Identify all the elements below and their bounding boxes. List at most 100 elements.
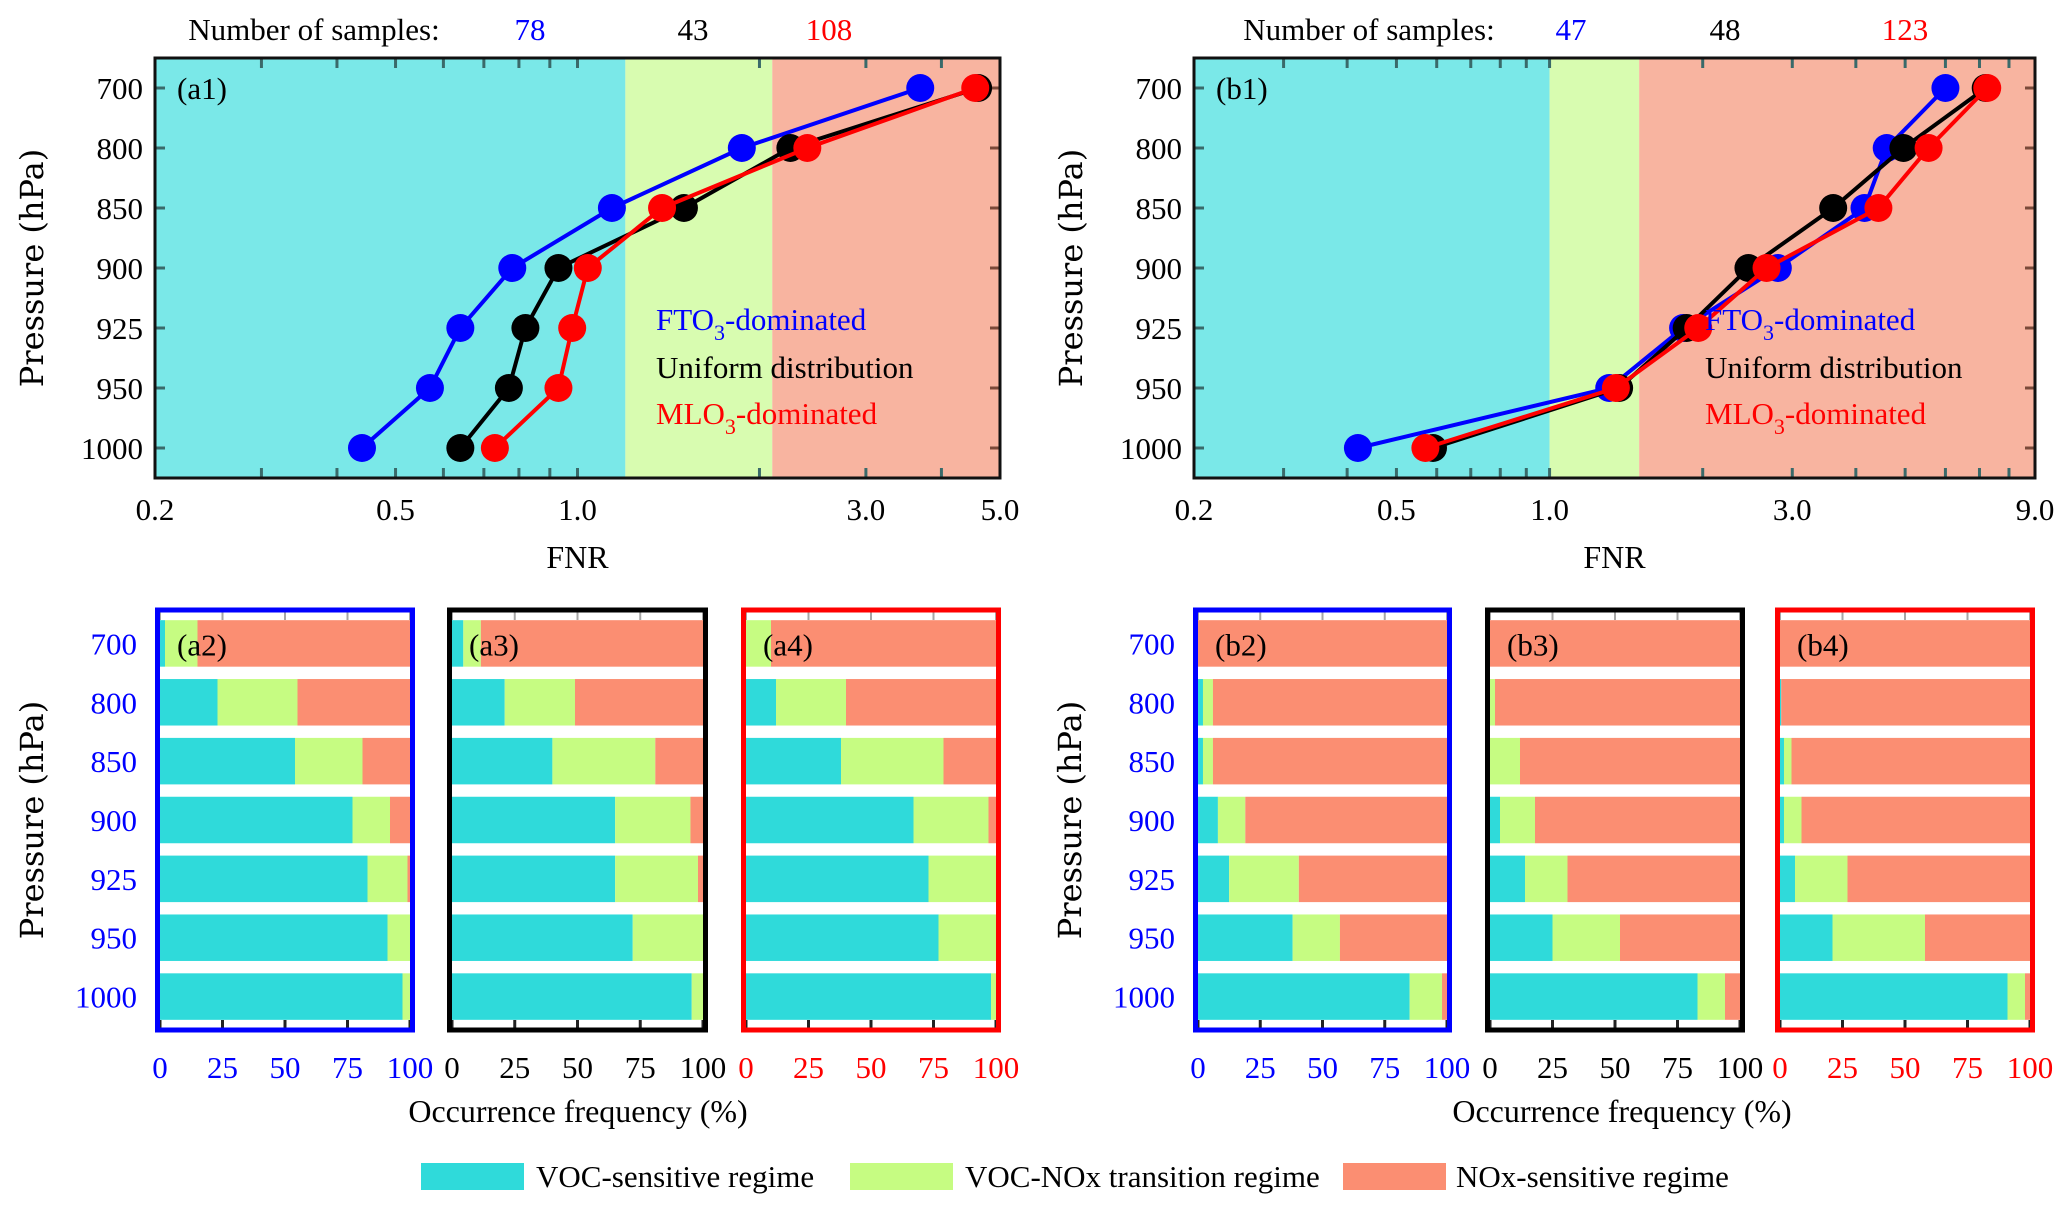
y-tick-label: 800 [97, 131, 144, 166]
legend-label-2: NOx-sensitive regime [1456, 1159, 1729, 1194]
bar-nox-850 [362, 737, 410, 785]
legend-prefix: FTO [1705, 302, 1763, 337]
data-point-2-925 [1684, 314, 1713, 342]
y-tick-label: 925 [1136, 311, 1183, 346]
data-point-2-950 [1601, 374, 1630, 402]
bar-nox-925 [1847, 855, 2030, 903]
data-point-2-700 [961, 74, 990, 102]
x-tick-label: 1.0 [1530, 492, 1569, 527]
y-tick-label: 850 [91, 744, 138, 779]
panel-b3: 0 25 50 75 100 (b3) [1482, 607, 1763, 1085]
panel-label: (b3) [1507, 627, 1559, 662]
bar-voc-850 [746, 737, 841, 785]
legend-subscript: 3 [1763, 320, 1774, 345]
panel-label: (a1) [177, 71, 227, 106]
y-tick-label: 1000 [1120, 431, 1182, 466]
transition-background [1549, 58, 1640, 478]
bar-voc-925 [160, 855, 368, 903]
y-axis-label: Pressure (hPa) [13, 701, 51, 939]
bar-voc-950 [452, 914, 633, 961]
legend-swatch-1 [850, 1163, 953, 1190]
bar-transition-800 [1202, 679, 1213, 726]
bar-nox-900 [1801, 796, 2030, 844]
bar-nox-925 [1567, 855, 1740, 903]
bar-nox-800 [846, 679, 996, 726]
x-tick-label: 5.0 [981, 492, 1020, 527]
panel-label: (b4) [1797, 627, 1849, 662]
panel-label: (a2) [177, 627, 227, 662]
panel-label: (b1) [1216, 71, 1268, 106]
bar-transition-900 [913, 796, 989, 844]
bar-transition-950 [1832, 914, 1925, 961]
x-tick-label: 0 [444, 1050, 460, 1085]
bar-transition-900 [352, 796, 390, 844]
panel-b4: 0 25 50 75 100 (b4) [1772, 607, 2053, 1085]
bar-voc-850 [160, 737, 295, 785]
x-tick-label: 0.5 [1377, 492, 1416, 527]
x-tick-label: 25 [1827, 1050, 1858, 1085]
samples-label: Number of samples: [188, 12, 439, 47]
series-legend-2: MLO3-dominated [1705, 396, 1927, 439]
bar-transition-925 [615, 855, 698, 903]
bar-transition-925 [1229, 855, 1299, 903]
bar-voc-925 [1780, 855, 1795, 903]
bar-transition-1000 [2007, 973, 2025, 1020]
data-point-1-850 [1819, 194, 1848, 222]
series-legend-0: FTO3-dominated [1705, 302, 1916, 345]
bar-voc-900 [452, 796, 616, 844]
bar-nox-925 [1298, 855, 1447, 903]
bar-transition-950 [387, 914, 410, 961]
nox-sensitive-background [1639, 58, 2035, 478]
bar-voc-1000 [160, 973, 403, 1020]
x-tick-label: 0 [1190, 1050, 1206, 1085]
sample-count: 78 [515, 12, 546, 47]
legend-prefix: MLO [656, 396, 725, 431]
x-axis-label: FNR [1583, 539, 1646, 575]
legend-subscript: 3 [725, 414, 736, 439]
bar-transition-700 [463, 620, 481, 667]
bar-transition-950 [1552, 914, 1620, 961]
plot-frame [155, 607, 415, 1033]
bar-transition-850 [841, 737, 944, 785]
y-axis-label: Pressure (hPa) [13, 149, 51, 387]
x-axis-label-left: Occurrence frequency (%) [408, 1093, 747, 1129]
bar-nox-1000 [1725, 973, 1740, 1020]
bar-voc-700 [452, 620, 464, 667]
y-tick-label: 950 [97, 371, 144, 406]
x-tick-label: 50 [270, 1050, 301, 1085]
bar-voc-800 [746, 679, 776, 726]
x-tick-label: 25 [793, 1050, 824, 1085]
panel-a3: 0 25 50 75 100 (a3) [444, 607, 726, 1085]
bar-voc-850 [1198, 737, 1203, 785]
bar-voc-850 [452, 737, 553, 785]
x-tick-label: 3.0 [847, 492, 886, 527]
plot-frame [1775, 607, 2035, 1033]
x-tick-label: 3.0 [1773, 492, 1812, 527]
x-tick-label: 1.0 [558, 492, 597, 527]
legend-swatch-2 [1343, 1163, 1446, 1190]
bar-nox-850 [1212, 737, 1447, 785]
legend-suffix: -dominated [1774, 302, 1916, 337]
bar-voc-925 [746, 855, 929, 903]
y-tick-label: 950 [1129, 921, 1176, 956]
plot-frame [153, 56, 1002, 480]
y-tick-label: 800 [1129, 685, 1176, 720]
panel-b1: 700 800 850 900 925 950 1000 0.2 0.5 1.0 3.0 9.0 FNR… [1052, 12, 2054, 575]
x-tick-label: 100 [973, 1050, 1020, 1085]
bar-voc-925 [1198, 855, 1230, 903]
transition-background [625, 58, 773, 478]
y-tick-label: 700 [1129, 626, 1176, 661]
y-tick-label: 925 [91, 862, 138, 897]
data-point-1-900 [544, 254, 573, 282]
panel-b2: 700 800 850 900 925 950 1000 0 25 50 75 100 (b2) Pres… [1051, 607, 1470, 1085]
bar-transition-1000 [691, 973, 703, 1020]
x-tick-label: 0 [738, 1050, 754, 1085]
panel-a4: 0 25 50 75 100 (a4) [738, 607, 1020, 1085]
x-tick-label: 25 [1245, 1050, 1276, 1085]
bar-voc-900 [1780, 796, 1784, 844]
legend-subscript: 3 [1774, 414, 1785, 439]
bar-nox-900 [1245, 796, 1447, 844]
panel-a1: 700 800 850 900 925 950 1000 0.2 0.5 1.0 3.0 5.0 FNR… [13, 12, 1019, 575]
bar-transition-800 [504, 679, 575, 726]
y-tick-label: 700 [97, 71, 144, 106]
